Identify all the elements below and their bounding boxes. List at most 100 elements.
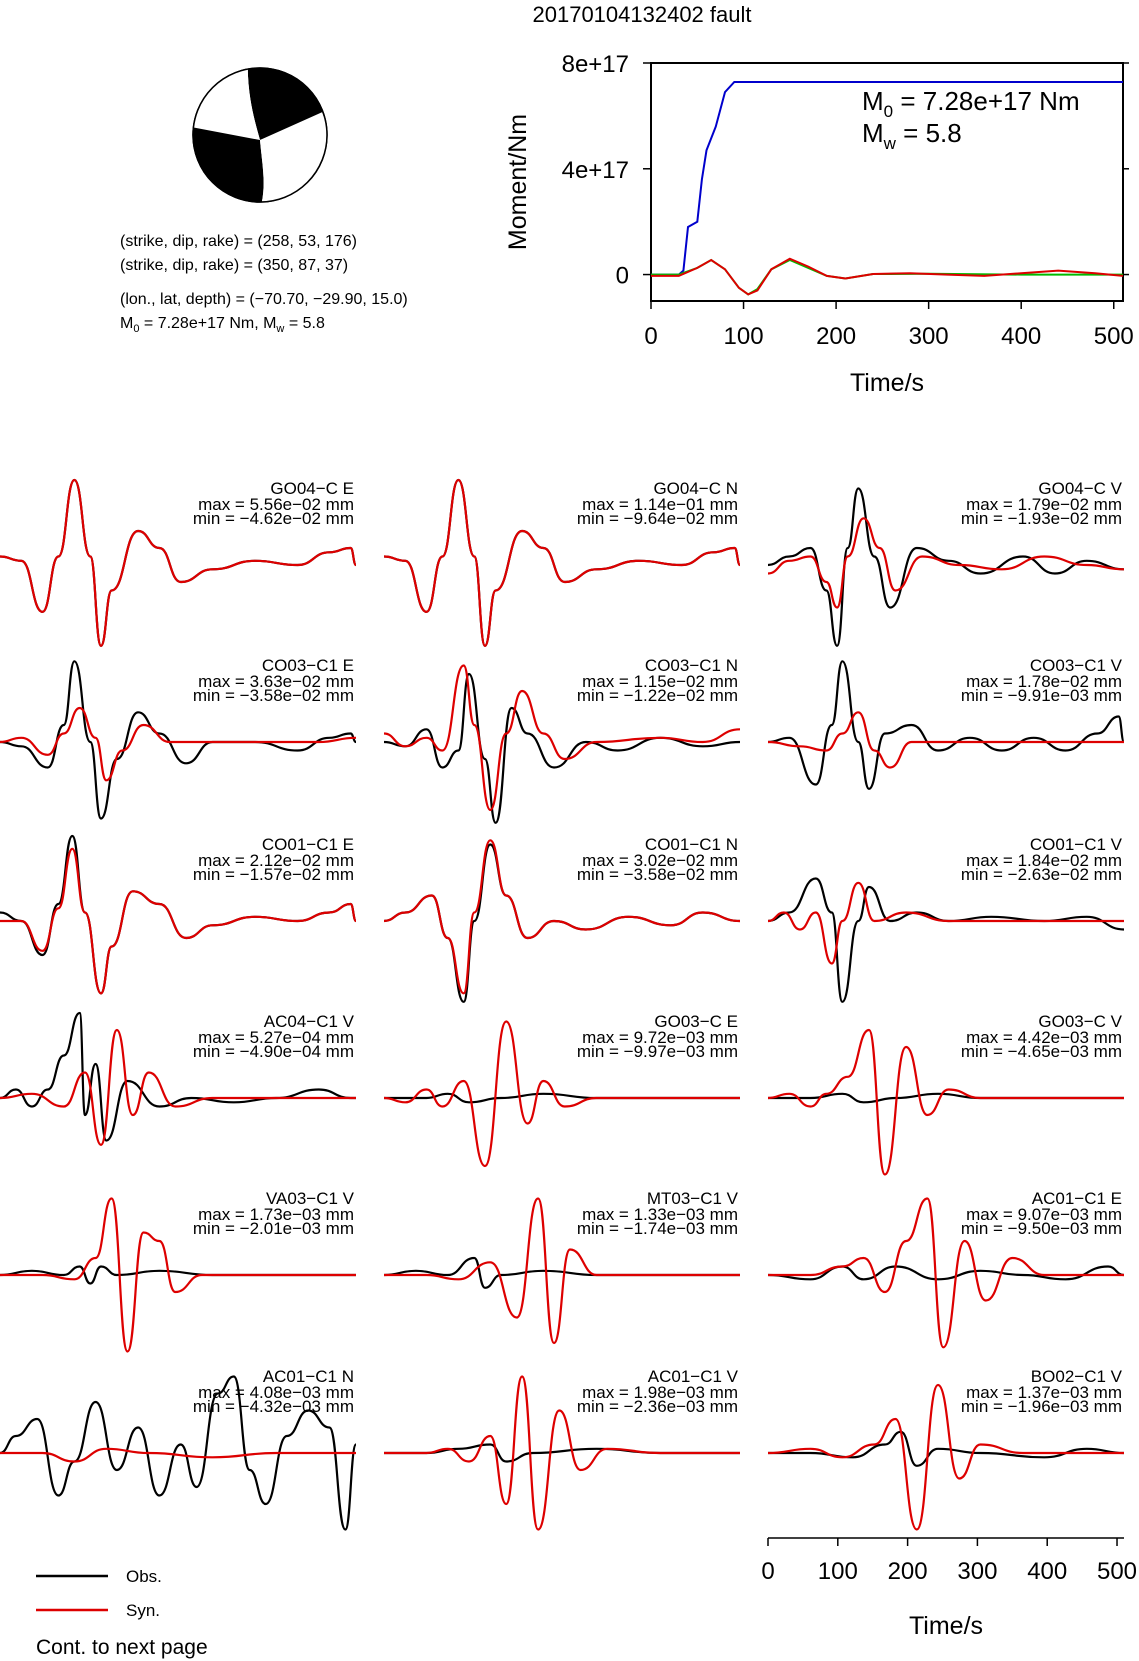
min-amplitude: min = −1.93e−02 mm [961, 509, 1122, 528]
synthetic-trace [0, 1197, 356, 1353]
moment-series-1 [651, 258, 1123, 296]
station-label: CO03−C1 V [1030, 656, 1123, 675]
max-amplitude: max = 1.78e−02 mm [966, 672, 1122, 691]
moment-x-axis-label: Time/s [850, 369, 924, 397]
min-amplitude: min = −4.32e−03 mm [193, 1397, 354, 1416]
synthetic-trace [0, 847, 358, 995]
max-amplitude: max = 4.42e−03 mm [966, 1028, 1122, 1047]
wave-x-tick-label: 200 [888, 1558, 928, 1585]
moment-y-tick-label: 0 [616, 263, 629, 290]
moment-summary: M0 = 7.28e+17 Nm, Mw = 5.8 [120, 315, 325, 335]
figure-title: 20170104132402 fault [533, 2, 752, 27]
wave-x-tick-label: 400 [1027, 1558, 1067, 1585]
max-amplitude: max = 1.14e−01 mm [582, 495, 738, 514]
continued-note: Cont. to next page [36, 1636, 208, 1659]
max-amplitude: max = 1.15e−02 mm [582, 672, 738, 691]
station-label: GO04−C V [1038, 479, 1122, 498]
moment-plot-frame [650, 62, 1124, 302]
max-amplitude: max = 5.56e−02 mm [198, 495, 354, 514]
synthetic-trace [768, 1197, 1124, 1349]
max-amplitude: max = 5.27e−04 mm [198, 1028, 354, 1047]
moment-m0-label: M0 = 7.28e+17 Nm [862, 86, 1080, 121]
moment-y-tick-label: 4e+17 [562, 157, 629, 184]
min-amplitude: min = −1.74e−03 mm [577, 1219, 738, 1238]
observed-trace [767, 877, 1125, 1003]
station-label: GO04−C E [270, 479, 354, 498]
observed-trace [0, 660, 357, 820]
min-amplitude: min = −9.50e−03 mm [961, 1219, 1122, 1238]
synthetic-trace [384, 1197, 740, 1345]
synthetic-trace [383, 1020, 740, 1168]
moment-y-axis-label: Moment/Nm [504, 114, 532, 250]
station-label: AC01−C1 V [648, 1367, 739, 1386]
moment-mw-label: Mw = 5.8 [862, 118, 962, 153]
min-amplitude: min = −9.97e−03 mm [577, 1042, 738, 1061]
synthetic-trace [0, 478, 358, 647]
synthetic-trace [384, 1375, 740, 1531]
moment-x-tick-label: 500 [1094, 323, 1134, 350]
station-label: MT03−C1 V [647, 1189, 739, 1208]
min-amplitude: min = −2.63e−02 mm [961, 865, 1122, 884]
synthetic-trace [767, 1383, 1124, 1531]
max-amplitude: max = 3.02e−02 mm [582, 851, 738, 870]
wave-x-tick-label: 300 [957, 1558, 997, 1585]
min-amplitude: min = −1.96e−03 mm [961, 1397, 1122, 1416]
max-amplitude: max = 9.07e−03 mm [966, 1205, 1122, 1224]
max-amplitude: max = 1.84e−02 mm [966, 851, 1122, 870]
max-amplitude: max = 9.72e−03 mm [582, 1028, 738, 1047]
focal-mechanism-beachball [192, 67, 328, 203]
moment-x-tick-label: 400 [1001, 323, 1041, 350]
station-label: CO03−C1 E [262, 656, 354, 675]
min-amplitude: min = −9.91e−03 mm [961, 686, 1122, 705]
moment-function-chart: 0 100 200 300 400 500 8e+17 4e+17 0 Time/s Moment/… [504, 51, 1134, 397]
synthetic-trace [383, 839, 741, 995]
station-label: GO04−C N [653, 479, 738, 498]
moment-series-0 [651, 81, 1123, 276]
synthetic-trace [767, 711, 1124, 769]
moment-x-tick-label: 300 [909, 323, 949, 350]
moment-x-tick-label: 200 [816, 323, 856, 350]
max-amplitude: max = 3.63e−02 mm [198, 672, 354, 691]
nodal-plane-2: (strike, dip, rake) = (350, 87, 37) [120, 257, 348, 274]
min-amplitude: min = −2.01e−03 mm [193, 1219, 354, 1238]
observed-trace [0, 1375, 358, 1531]
min-amplitude: min = −1.57e−02 mm [193, 865, 354, 884]
station-label: AC01−C1 E [1032, 1189, 1122, 1208]
synthetic-trace [767, 517, 1125, 609]
moment-x-tick-label: 100 [724, 323, 764, 350]
moment-y-tick-label: 8e+17 [562, 51, 629, 78]
legend-obs-label: Obs. [126, 1567, 162, 1586]
observed-trace [767, 487, 1125, 647]
synthetic-trace [767, 1028, 1124, 1176]
observed-trace [767, 660, 1126, 790]
synthetic-trace [383, 664, 741, 812]
max-amplitude: max = 1.37e−03 mm [966, 1383, 1122, 1402]
station-label: CO03−C1 N [645, 656, 738, 675]
wave-x-tick-label: 100 [818, 1558, 858, 1585]
min-amplitude: min = −9.64e−02 mm [577, 509, 738, 528]
station-label: GO03−C V [1038, 1012, 1122, 1031]
min-amplitude: min = −4.90e−04 mm [193, 1042, 354, 1061]
synthetic-trace [0, 706, 357, 782]
moment-series-2 [651, 257, 1123, 296]
synthetic-trace [767, 881, 1124, 965]
waveform-time-axis: 0 100 200 300 400 500 Time/s [761, 1537, 1137, 1640]
observed-trace [383, 672, 741, 824]
station-label: AC01−C1 N [263, 1367, 354, 1386]
